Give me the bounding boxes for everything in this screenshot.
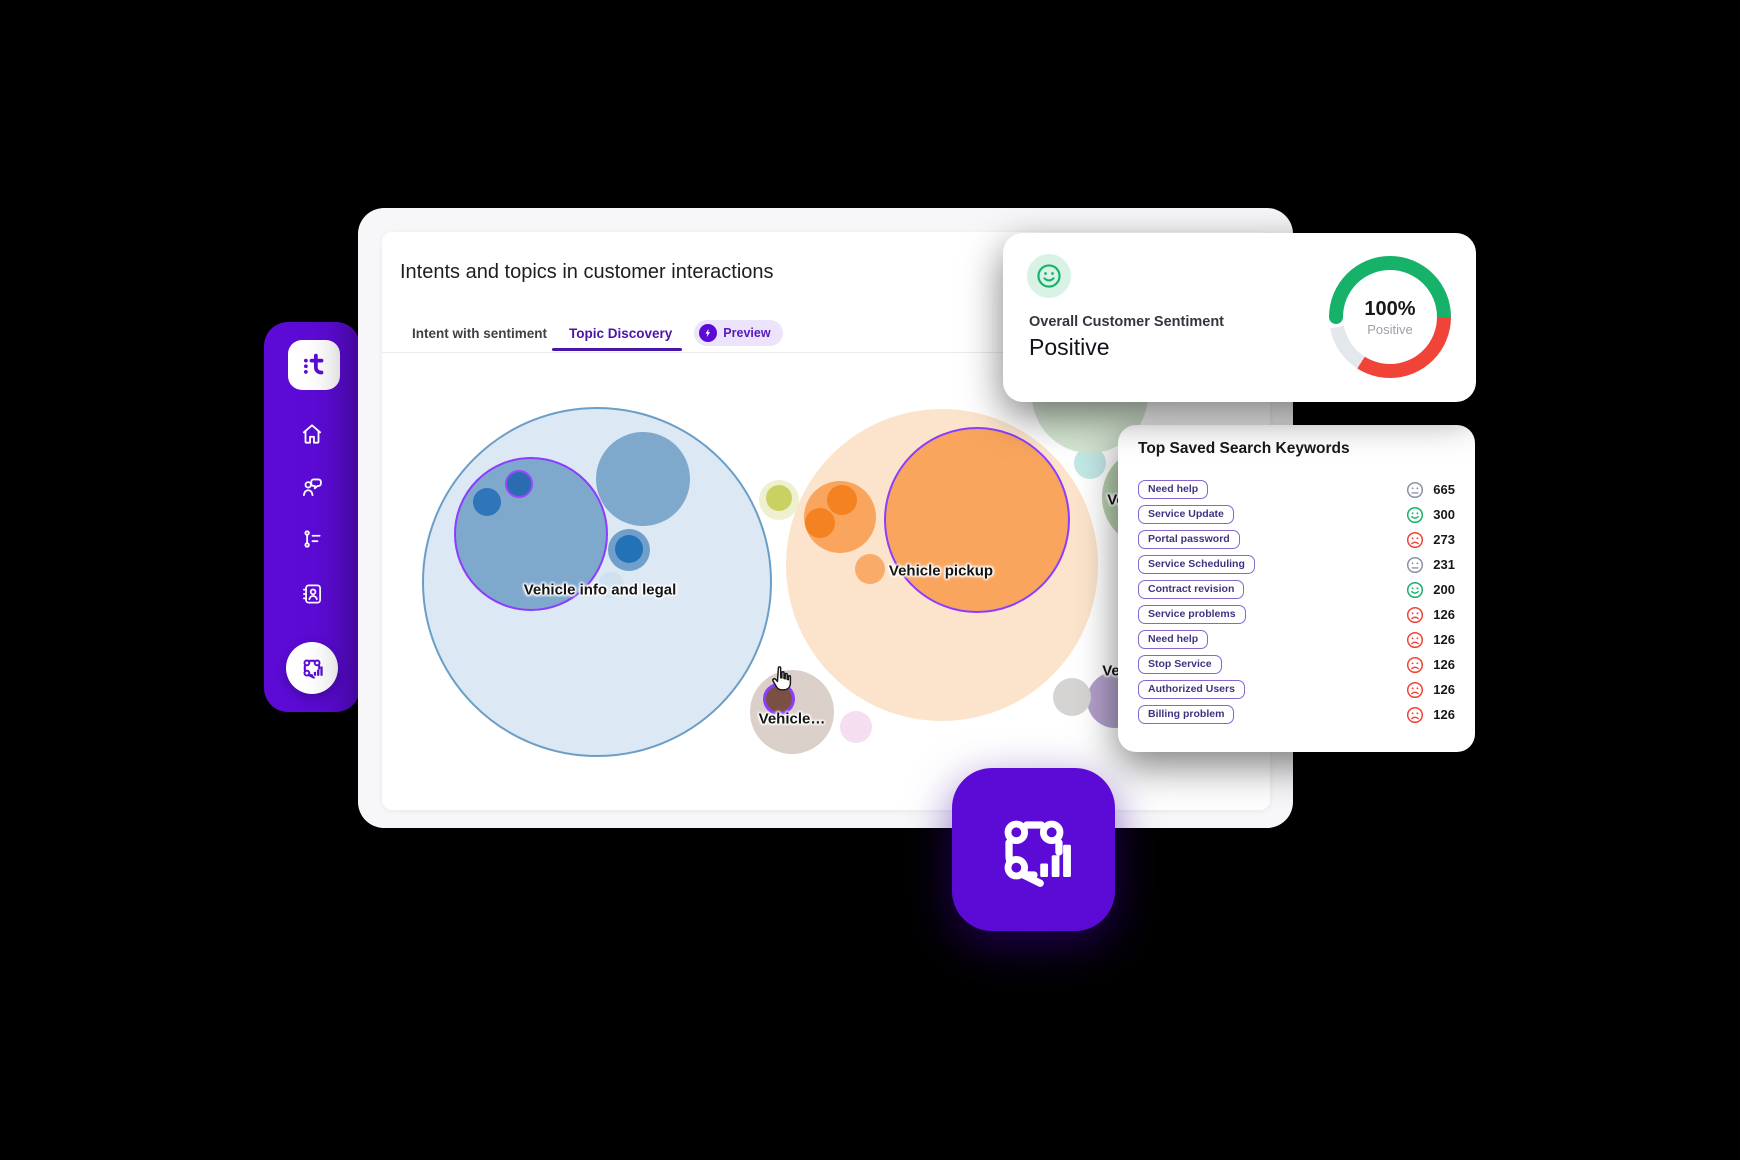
- smiley-badge: [1027, 254, 1071, 298]
- keyword-count: 126: [1433, 607, 1455, 622]
- explore-analytics-icon: [303, 659, 323, 679]
- explore-app-icon[interactable]: [952, 768, 1115, 931]
- app-logo-tile[interactable]: [288, 340, 340, 390]
- sentiment-card-value: Positive: [1029, 334, 1110, 360]
- smiley-positive-icon: [1037, 264, 1061, 288]
- keyword-chip[interactable]: Authorized Users: [1138, 679, 1245, 700]
- keyword-count: 126: [1433, 682, 1455, 697]
- sidebar: [264, 322, 360, 712]
- keyword-chip[interactable]: Contract revision: [1138, 579, 1245, 600]
- keyword-row: Contract revision 200: [1138, 577, 1455, 602]
- keyword-count: 300: [1433, 507, 1455, 522]
- donut-sublabel: Positive: [1367, 321, 1413, 337]
- bubble-olive[interactable]: [766, 485, 792, 511]
- keyword-chip[interactable]: Billing problem: [1138, 704, 1235, 725]
- bubble-chart: Vehicle info and legal Vehicle pickup Vehi…: [382, 337, 1270, 810]
- talkdesk-logo-icon: [304, 353, 324, 375]
- bubble-gray-small[interactable]: [1053, 678, 1091, 716]
- home-icon: [302, 424, 322, 444]
- bubble-subsub-dark-ringed[interactable]: [505, 470, 533, 498]
- sentiment-card-title: Overall Customer Sentiment: [1029, 314, 1224, 330]
- sentiment-negative-face-icon: [1406, 706, 1424, 724]
- keyword-row: Billing problem 126: [1138, 702, 1455, 727]
- keyword-count: 126: [1433, 657, 1455, 672]
- explore-analytics-icon: [1004, 820, 1071, 887]
- tabs-divider: [382, 352, 1270, 353]
- keyword-chip[interactable]: Portal password: [1138, 529, 1240, 550]
- bubble-taupe-cluster[interactable]: [750, 670, 834, 754]
- bubble-label: Ve: [1102, 662, 1120, 680]
- keyword-row: Service problems 126: [1138, 602, 1455, 627]
- bubble-label: Vehicle…: [758, 710, 826, 728]
- tab-topic-discovery[interactable]: Topic Discovery: [569, 325, 673, 341]
- sentiment-negative-face-icon: [1406, 606, 1424, 624]
- sidebar-item-explore[interactable]: [286, 642, 338, 694]
- sentiment-positive-face-icon: [1406, 506, 1424, 524]
- preview-badge-label: Preview: [723, 326, 771, 340]
- sidebar-item-home[interactable]: [299, 421, 325, 447]
- sentiment-negative-face-icon: [1406, 631, 1424, 649]
- sentiment-negative-face-icon: [1406, 656, 1424, 674]
- keyword-count: 273: [1433, 532, 1455, 547]
- keyword-count: 126: [1433, 707, 1455, 722]
- bubble-orange-small[interactable]: [855, 554, 885, 584]
- sentiment-neutral-face-icon: [1406, 556, 1424, 574]
- sidebar-item-contacts[interactable]: [299, 581, 325, 607]
- overall-sentiment-card: Overall Customer Sentiment Positive 100%…: [1003, 233, 1476, 402]
- preview-badge[interactable]: Preview: [694, 320, 783, 346]
- keyword-chip[interactable]: Stop Service: [1138, 654, 1222, 675]
- keyword-count: 200: [1433, 582, 1455, 597]
- sidebar-item-conversations[interactable]: [299, 474, 325, 500]
- bubble-subtopic-dark-center[interactable]: [615, 535, 643, 563]
- keyword-count: 126: [1433, 632, 1455, 647]
- keywords-list: Need help 665 Service Update 300 Portal pass…: [1138, 477, 1455, 727]
- bubble-label: Vehicle pickup: [888, 562, 994, 580]
- tab-bar: Intent with sentiment Topic Discovery Pr…: [412, 318, 783, 348]
- keyword-row: Service Scheduling 231: [1138, 552, 1455, 577]
- bubble-orange-subsub-b[interactable]: [805, 508, 835, 538]
- keyword-chip[interactable]: Need help: [1138, 479, 1209, 500]
- donut-percent: 100%: [1364, 297, 1416, 320]
- keyword-row: Stop Service 126: [1138, 652, 1455, 677]
- sentiment-negative-face-icon: [1406, 531, 1424, 549]
- keyword-row: Need help 665: [1138, 477, 1455, 502]
- keyword-chip[interactable]: Need help: [1138, 629, 1209, 650]
- donut-arc-cap: [1329, 310, 1343, 324]
- keyword-chip[interactable]: Service Update: [1138, 504, 1234, 525]
- person-chat-icon: [302, 478, 322, 497]
- keyword-row: Need help 126: [1138, 627, 1455, 652]
- bubble-vehicle-pickup[interactable]: [884, 427, 1070, 613]
- sentiment-negative-face-icon: [1406, 681, 1424, 699]
- keyword-chip[interactable]: Service Scheduling: [1138, 554, 1255, 575]
- keyword-count: 665: [1433, 482, 1455, 497]
- bubble-label: Vehicle info and legal: [523, 581, 677, 599]
- sidebar-item-workflows[interactable]: [299, 526, 325, 552]
- tab-intent-with-sentiment[interactable]: Intent with sentiment: [412, 325, 547, 341]
- bubble-subtopic-steel-top[interactable]: [596, 432, 690, 526]
- workflow-list-icon: [304, 530, 321, 548]
- bubble-subsub-dark[interactable]: [473, 488, 501, 516]
- contact-book-icon: [303, 584, 321, 604]
- lightning-bolt-icon: [699, 324, 718, 342]
- bubble-subtopic-faint[interactable]: [598, 572, 624, 598]
- sentiment-positive-face-icon: [1406, 581, 1424, 599]
- bubble-pink-small[interactable]: [840, 711, 872, 743]
- page-title: Intents and topics in customer interacti…: [400, 261, 774, 284]
- top-saved-search-keywords-card: Top Saved Search Keywords Need help 665 Se…: [1118, 425, 1475, 752]
- bubble-orange-subsub-a[interactable]: [827, 485, 857, 515]
- keyword-row: Service Update 300: [1138, 502, 1455, 527]
- keyword-row: Authorized Users 126: [1138, 677, 1455, 702]
- active-tab-underline: [552, 348, 682, 351]
- keyword-count: 231: [1433, 557, 1455, 572]
- keywords-card-title: Top Saved Search Keywords: [1138, 440, 1350, 457]
- sentiment-neutral-face-icon: [1406, 481, 1424, 499]
- keyword-row: Portal password 273: [1138, 527, 1455, 552]
- sentiment-donut: 100% Positive: [1329, 256, 1451, 378]
- keyword-chip[interactable]: Service problems: [1138, 604, 1246, 625]
